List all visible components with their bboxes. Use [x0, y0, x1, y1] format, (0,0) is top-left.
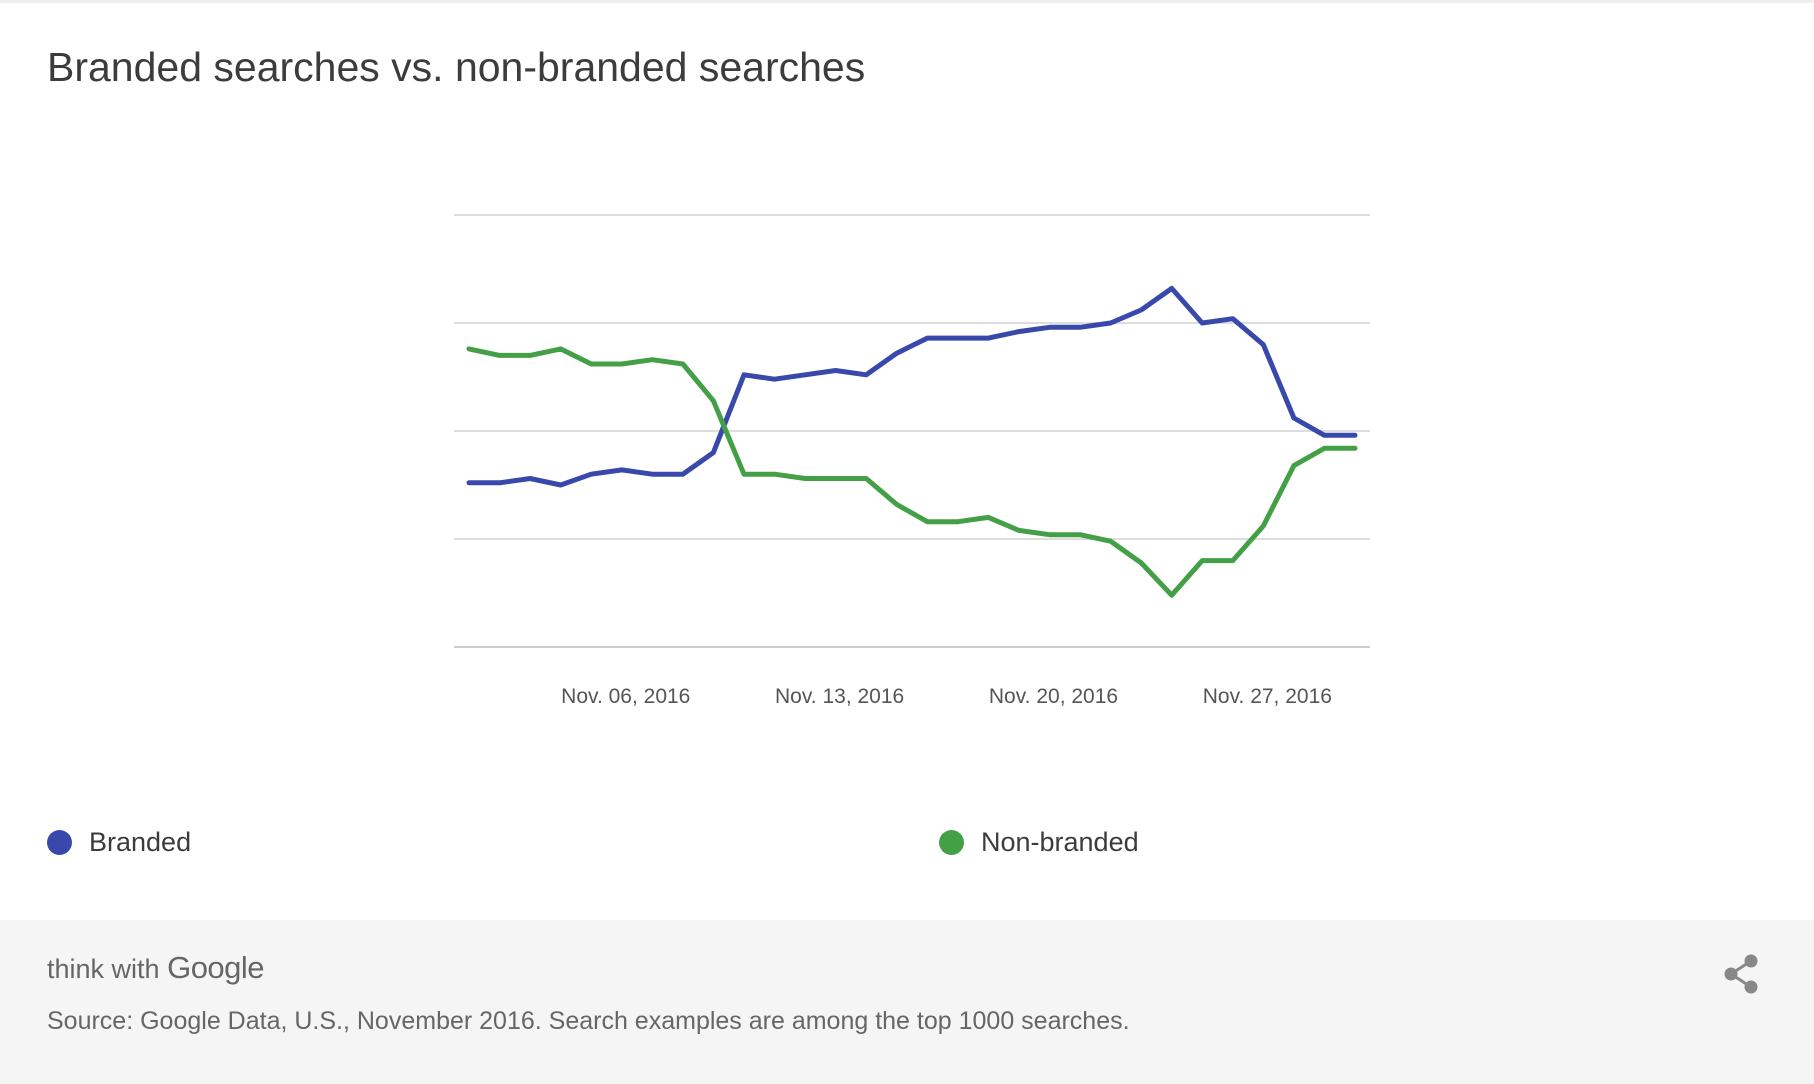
data-point-branded[interactable]	[1349, 429, 1361, 441]
data-point-branded[interactable]	[1257, 339, 1269, 351]
data-point-branded[interactable]	[707, 447, 719, 459]
data-point-non-branded[interactable]	[616, 358, 628, 370]
legend-label-branded: Branded	[89, 826, 192, 857]
series-line-non-branded[interactable]	[466, 346, 1358, 598]
data-point-non-branded[interactable]	[1227, 555, 1239, 567]
data-point-non-branded[interactable]	[463, 343, 475, 355]
data-point-branded[interactable]	[1043, 321, 1055, 333]
data-point-non-branded[interactable]	[830, 473, 842, 485]
x-tick-label: Nov. 20, 2016	[989, 685, 1118, 708]
data-point-non-branded[interactable]	[1105, 535, 1117, 547]
x-tick-label: Nov. 13, 2016	[775, 685, 904, 708]
data-point-non-branded[interactable]	[524, 349, 536, 361]
data-point-branded[interactable]	[1227, 313, 1239, 325]
data-point-non-branded[interactable]	[952, 516, 964, 528]
data-point-non-branded[interactable]	[707, 395, 719, 407]
data-point-branded[interactable]	[1074, 321, 1086, 333]
data-point-non-branded[interactable]	[1257, 520, 1269, 532]
data-point-non-branded[interactable]	[1196, 555, 1208, 567]
data-point-branded[interactable]	[830, 365, 842, 377]
data-point-non-branded[interactable]	[585, 358, 597, 370]
data-point-branded[interactable]	[1013, 326, 1025, 338]
legend-label-non-branded: Non-branded	[981, 826, 1139, 857]
legend-dot-branded	[47, 829, 72, 855]
data-point-branded[interactable]	[1105, 317, 1117, 329]
data-point-non-branded[interactable]	[1288, 460, 1300, 472]
data-point-non-branded[interactable]	[738, 468, 750, 480]
data-point-branded[interactable]	[1135, 304, 1147, 316]
data-point-non-branded[interactable]	[1135, 557, 1147, 569]
brand-prefix: think with	[47, 954, 160, 984]
source-note: Source: Google Data, U.S., November 2016…	[47, 1007, 1130, 1035]
share-button[interactable]	[1718, 951, 1764, 997]
data-point-branded[interactable]	[616, 464, 628, 476]
think-with-google-logo[interactable]: think with Google	[47, 950, 265, 986]
data-point-branded[interactable]	[738, 369, 750, 381]
data-point-non-branded[interactable]	[646, 354, 658, 366]
data-point-branded[interactable]	[1288, 412, 1300, 424]
chart-title: Branded searches vs. non-branded searche…	[47, 44, 866, 90]
data-point-branded[interactable]	[524, 473, 536, 485]
series-line-branded[interactable]	[466, 285, 1358, 488]
data-point-non-branded[interactable]	[982, 511, 994, 523]
data-point-branded[interactable]	[982, 332, 994, 344]
data-point-branded[interactable]	[952, 332, 964, 344]
data-point-non-branded[interactable]	[1043, 529, 1055, 541]
legend-dot-non-branded	[939, 829, 964, 855]
line-chart: Nov. 06, 2016 Nov. 13, 2016 Nov. 20, 2016 N…	[454, 214, 1370, 708]
data-point-non-branded[interactable]	[555, 343, 567, 355]
data-point-branded[interactable]	[860, 369, 872, 381]
data-point-non-branded[interactable]	[494, 349, 506, 361]
data-point-branded[interactable]	[799, 369, 811, 381]
x-tick-label: Nov. 27, 2016	[1203, 685, 1332, 708]
data-point-branded[interactable]	[463, 477, 475, 489]
data-point-branded[interactable]	[1166, 282, 1178, 294]
data-point-branded[interactable]	[1196, 317, 1208, 329]
data-point-non-branded[interactable]	[1349, 442, 1361, 454]
data-point-branded[interactable]	[891, 347, 903, 359]
data-point-non-branded[interactable]	[1318, 442, 1330, 454]
data-point-non-branded[interactable]	[799, 473, 811, 485]
share-icon	[1724, 954, 1758, 994]
legend-item-branded[interactable]: Branded	[47, 822, 191, 862]
data-point-non-branded[interactable]	[1013, 524, 1025, 536]
data-point-branded[interactable]	[585, 468, 597, 480]
data-point-non-branded[interactable]	[860, 473, 872, 485]
data-point-branded[interactable]	[646, 468, 658, 480]
data-point-branded[interactable]	[1318, 429, 1330, 441]
data-point-non-branded[interactable]	[891, 498, 903, 510]
data-point-non-branded[interactable]	[677, 358, 689, 370]
legend-item-non-branded[interactable]: Non-branded	[939, 822, 1139, 862]
data-point-non-branded[interactable]	[769, 468, 781, 480]
data-point-non-branded[interactable]	[1074, 529, 1086, 541]
data-point-branded[interactable]	[921, 332, 933, 344]
data-point-non-branded[interactable]	[921, 516, 933, 528]
data-point-branded[interactable]	[494, 477, 506, 489]
brand-name: Google	[167, 950, 265, 985]
top-divider	[0, 0, 1814, 3]
data-point-branded[interactable]	[677, 468, 689, 480]
footer: think with Google Source: Google Data, U…	[0, 920, 1814, 1084]
data-point-branded[interactable]	[555, 479, 567, 491]
data-point-non-branded[interactable]	[1166, 589, 1178, 601]
x-tick-label: Nov. 06, 2016	[561, 685, 690, 708]
data-point-branded[interactable]	[769, 373, 781, 385]
